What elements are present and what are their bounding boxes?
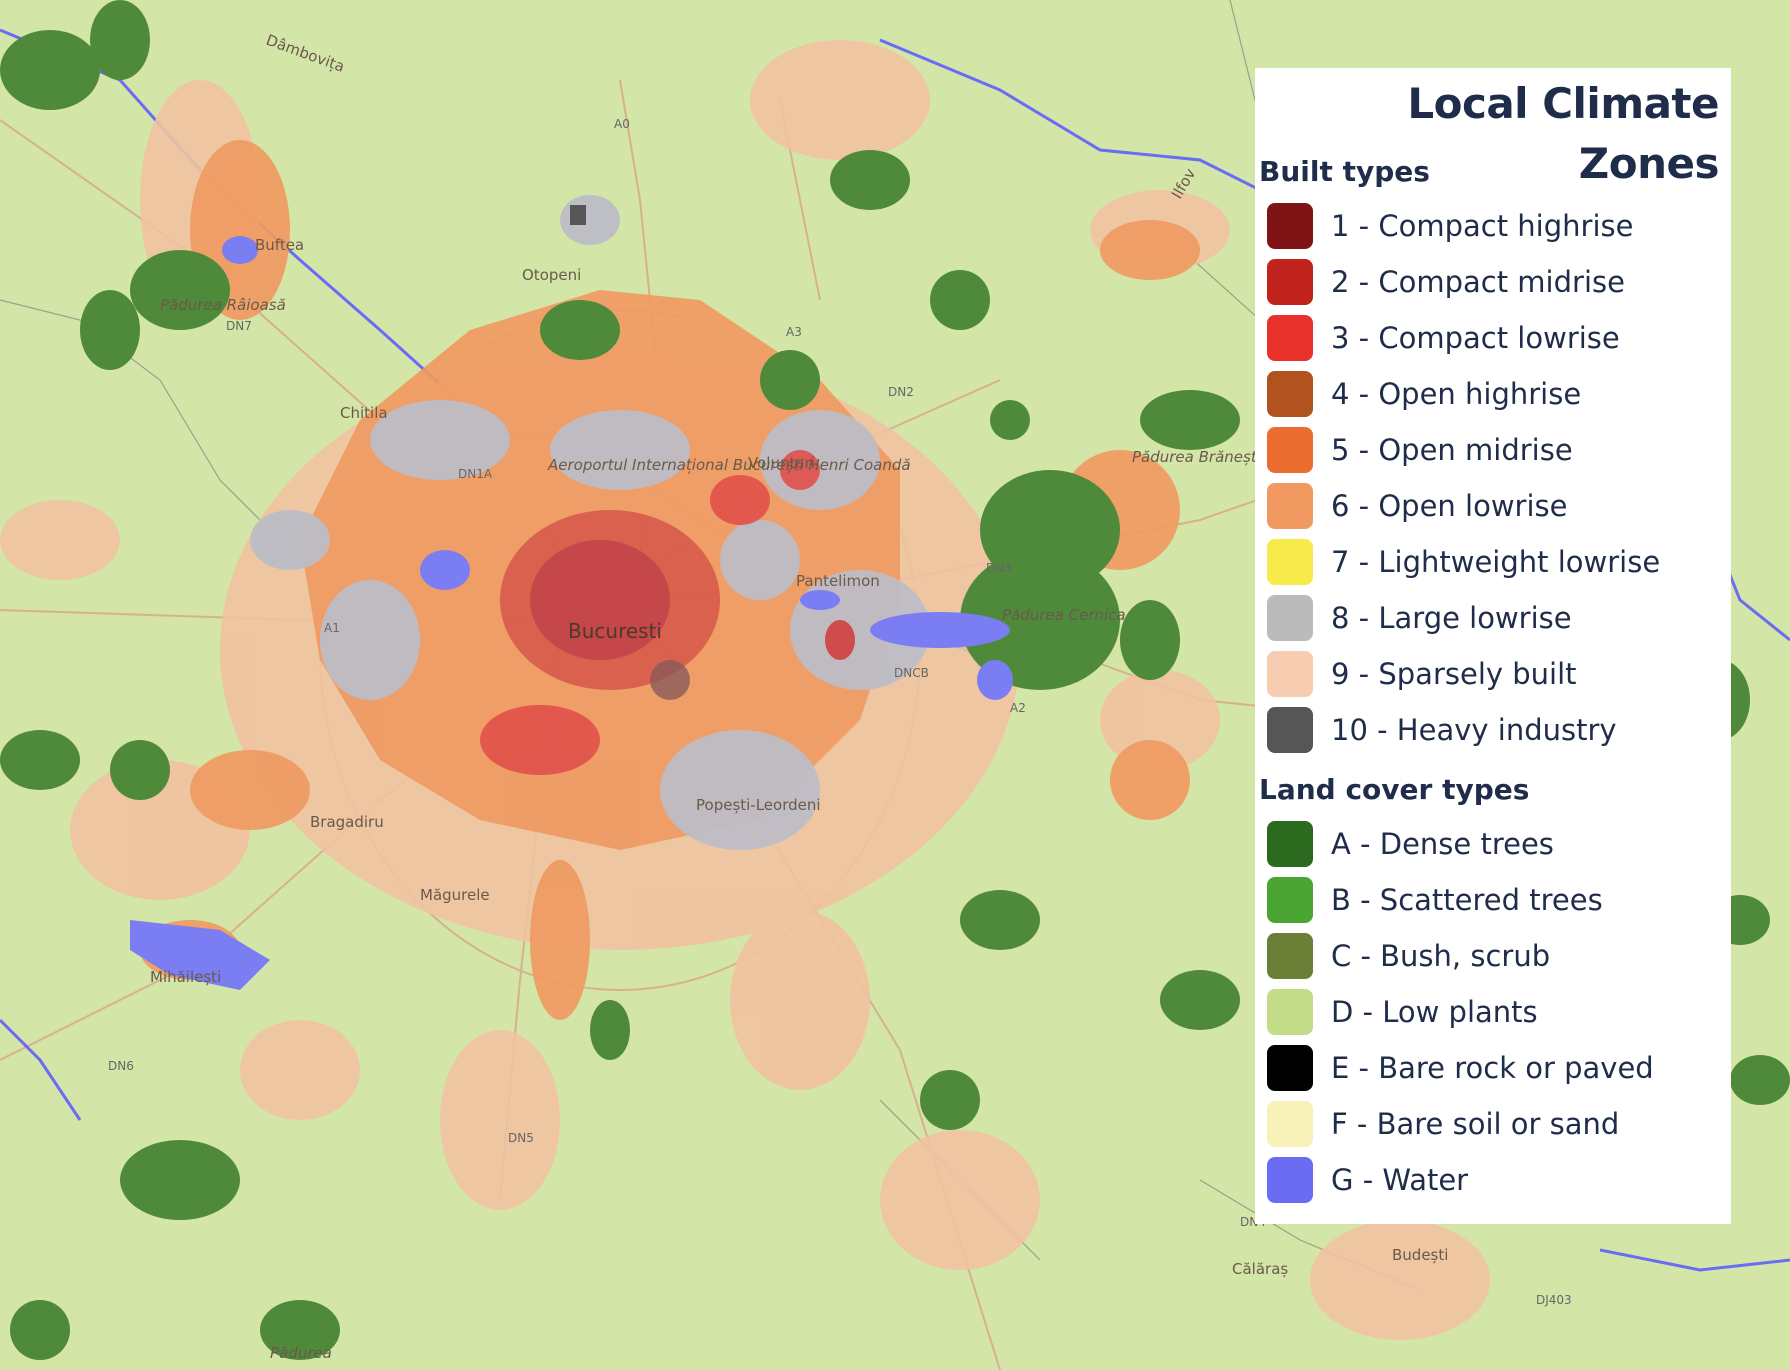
legend-item: 3 - Compact lowrise bbox=[1267, 310, 1731, 366]
place-label: Călăraș bbox=[1232, 1260, 1288, 1278]
legend-item: E - Bare rock or paved bbox=[1267, 1040, 1731, 1096]
compact-core-areas bbox=[480, 450, 855, 775]
road-label: DN2 bbox=[888, 385, 914, 399]
road-label: DN7 bbox=[226, 319, 252, 333]
place-label: Pădurea Brănești bbox=[1132, 448, 1262, 466]
legend-item: 9 - Sparsely built bbox=[1267, 646, 1731, 702]
airport-marker bbox=[570, 205, 586, 225]
legend-swatch bbox=[1267, 651, 1313, 697]
legend-item: G - Water bbox=[1267, 1152, 1731, 1208]
land-cover-list: A - Dense trees B - Scattered trees C - Bu… bbox=[1259, 816, 1731, 1208]
legend-swatch bbox=[1267, 483, 1313, 529]
legend-label: B - Scattered trees bbox=[1331, 883, 1603, 917]
legend-label: 1 - Compact highrise bbox=[1331, 209, 1634, 243]
legend-label: 6 - Open lowrise bbox=[1331, 489, 1568, 523]
legend-swatch bbox=[1267, 933, 1313, 979]
legend-item: D - Low plants bbox=[1267, 984, 1731, 1040]
legend-swatch bbox=[1267, 707, 1313, 753]
road-label: DN1A bbox=[458, 467, 493, 481]
place-label: Aeroportul Internațional București Henri… bbox=[547, 456, 911, 474]
legend-item: 1 - Compact highrise bbox=[1267, 198, 1731, 254]
place-label: Chitila bbox=[340, 404, 388, 422]
place-label: Bragadiru bbox=[310, 813, 384, 831]
legend-panel: Local Climate Zones Built types 1 - Comp… bbox=[1255, 68, 1731, 1224]
legend-label: 10 - Heavy industry bbox=[1331, 713, 1617, 747]
place-label: Voluntari bbox=[748, 454, 815, 472]
place-label: Budești bbox=[1392, 1246, 1448, 1264]
road-label: DN5 bbox=[508, 1131, 534, 1145]
legend-swatch bbox=[1267, 989, 1313, 1035]
road-label: DN3 bbox=[986, 561, 1012, 575]
legend-label: 9 - Sparsely built bbox=[1331, 657, 1577, 691]
road-labels: A0 A1 A2 A3 DN1A DN2 DN3 DN4 DN5 DN6 DN7… bbox=[108, 117, 1572, 1307]
legend-swatch bbox=[1267, 1157, 1313, 1203]
legend-section-built: Built types bbox=[1259, 155, 1430, 188]
place-label: Pădurea Cernica bbox=[1002, 606, 1126, 624]
legend-swatch bbox=[1267, 203, 1313, 249]
place-label: Pantelimon bbox=[796, 572, 880, 590]
place-label: Mihăilești bbox=[150, 968, 221, 986]
legend-label: D - Low plants bbox=[1331, 995, 1538, 1029]
place-label: Popești-Leordeni bbox=[696, 796, 821, 814]
legend-swatch bbox=[1267, 259, 1313, 305]
legend-label: 3 - Compact lowrise bbox=[1331, 321, 1620, 355]
legend-swatch bbox=[1267, 427, 1313, 473]
legend-title: Local Climate Zones bbox=[1407, 79, 1719, 188]
legend-label: 2 - Compact midrise bbox=[1331, 265, 1625, 299]
legend-item: B - Scattered trees bbox=[1267, 872, 1731, 928]
road-label: A1 bbox=[324, 621, 340, 635]
built-types-list: 1 - Compact highrise 2 - Compact midrise 3… bbox=[1259, 198, 1731, 758]
road-label: DJ403 bbox=[1536, 1293, 1572, 1307]
legend-swatch bbox=[1267, 1045, 1313, 1091]
legend-item: 5 - Open midrise bbox=[1267, 422, 1731, 478]
legend-label: 5 - Open midrise bbox=[1331, 433, 1573, 467]
road-label: DNCB bbox=[894, 666, 929, 680]
legend-swatch bbox=[1267, 539, 1313, 585]
legend-swatch bbox=[1267, 371, 1313, 417]
legend-label: 7 - Lightweight lowrise bbox=[1331, 545, 1661, 579]
legend-label: G - Water bbox=[1331, 1163, 1469, 1197]
legend-label: 4 - Open highrise bbox=[1331, 377, 1582, 411]
legend-swatch bbox=[1267, 595, 1313, 641]
water-bodies bbox=[130, 236, 1013, 990]
road-label: A0 bbox=[614, 117, 630, 131]
legend-label: F - Bare soil or sand bbox=[1331, 1107, 1620, 1141]
road-label: A2 bbox=[1010, 701, 1026, 715]
legend-swatch bbox=[1267, 877, 1313, 923]
legend-label: C - Bush, scrub bbox=[1331, 939, 1551, 973]
legend-swatch bbox=[1267, 821, 1313, 867]
legend-item: 8 - Large lowrise bbox=[1267, 590, 1731, 646]
legend-item: 2 - Compact midrise bbox=[1267, 254, 1731, 310]
legend-swatch bbox=[1267, 1101, 1313, 1147]
place-label: Pădurea Râioasă bbox=[160, 296, 286, 314]
road-label: A3 bbox=[786, 325, 802, 339]
legend-item: A - Dense trees bbox=[1267, 816, 1731, 872]
legend-section-land: Land cover types bbox=[1259, 773, 1530, 806]
place-label: Pădurea bbox=[270, 1344, 332, 1362]
legend-item: 7 - Lightweight lowrise bbox=[1267, 534, 1731, 590]
legend-swatch bbox=[1267, 315, 1313, 361]
legend-item: 6 - Open lowrise bbox=[1267, 478, 1731, 534]
place-label: Buftea bbox=[255, 236, 304, 254]
road-label: DN6 bbox=[108, 1059, 134, 1073]
legend-item: C - Bush, scrub bbox=[1267, 928, 1731, 984]
legend-label: A - Dense trees bbox=[1331, 827, 1554, 861]
place-label: Bucuresti bbox=[568, 619, 662, 643]
legend-item: 10 - Heavy industry bbox=[1267, 702, 1731, 758]
place-label: Măgurele bbox=[420, 886, 490, 904]
legend-label: 8 - Large lowrise bbox=[1331, 601, 1572, 635]
place-label: Otopeni bbox=[522, 266, 581, 284]
legend-item: 4 - Open highrise bbox=[1267, 366, 1731, 422]
legend-item: F - Bare soil or sand bbox=[1267, 1096, 1731, 1152]
legend-label: E - Bare rock or paved bbox=[1331, 1051, 1654, 1085]
